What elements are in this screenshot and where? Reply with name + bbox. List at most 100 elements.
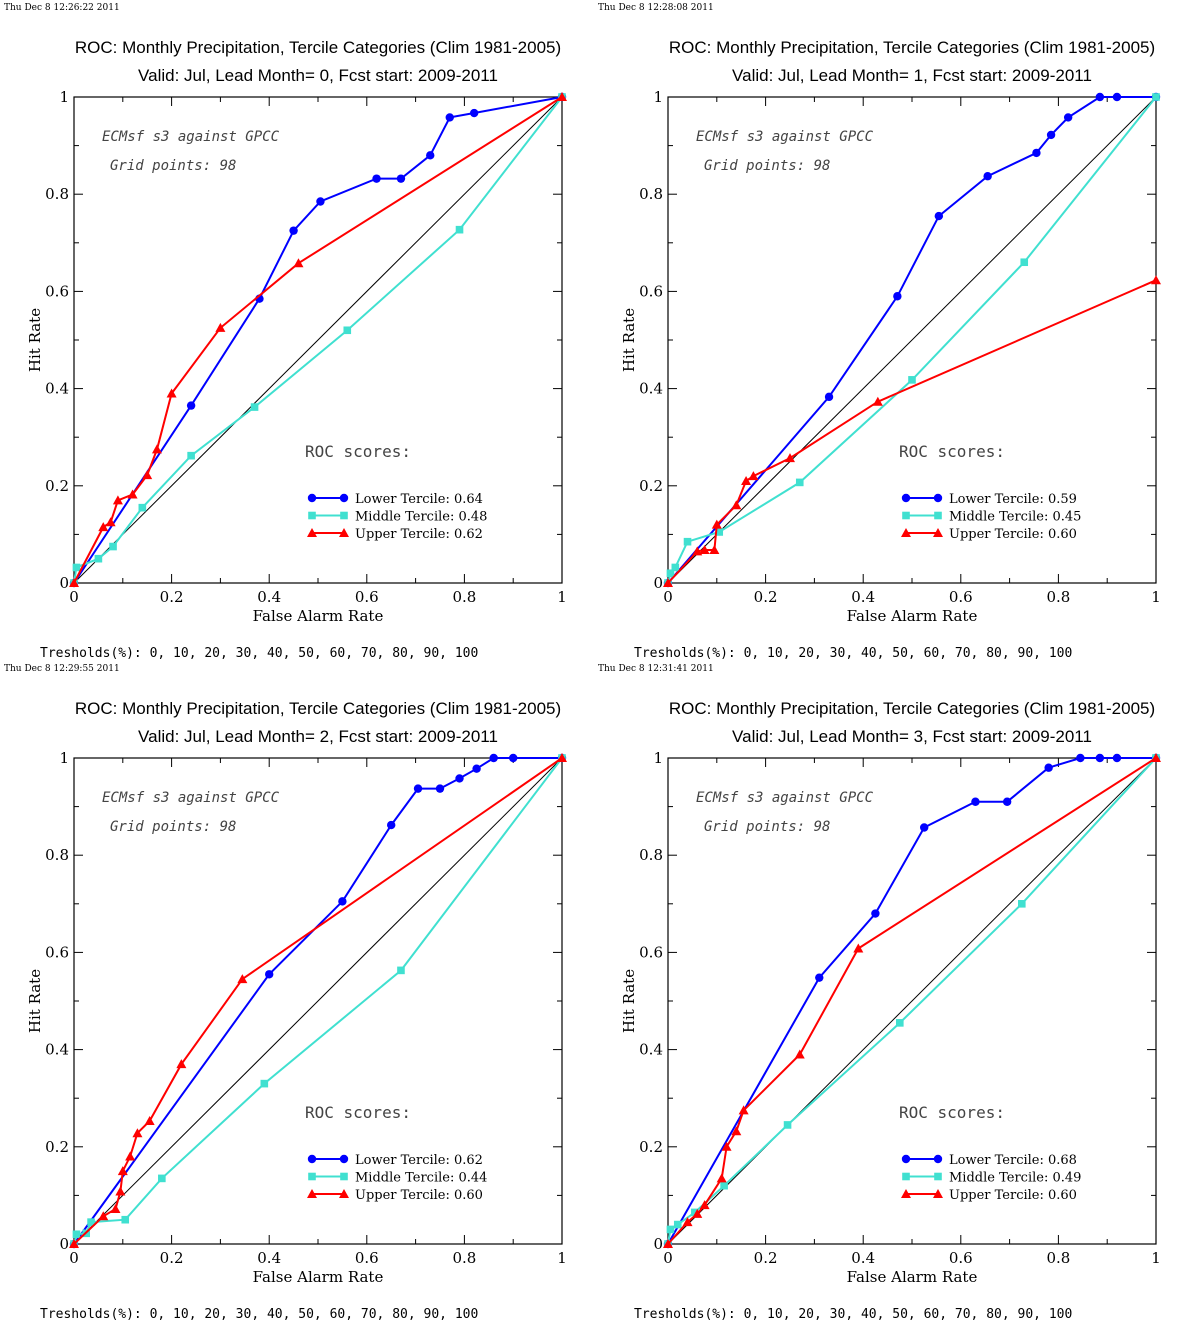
legend-entry: Upper Tercile: 0.60 <box>949 527 1077 542</box>
roc-panel-lead-1: Thu Dec 8 12:28:08 2011 ROC: Monthly Prec… <box>594 0 1187 661</box>
x-tick-label: 0.8 <box>1046 1249 1070 1267</box>
y-tick-label: 0.2 <box>45 477 69 495</box>
data-point <box>692 1208 703 1218</box>
data-point <box>920 823 929 832</box>
y-tick-label: 0 <box>59 1235 69 1253</box>
legend-marker <box>901 528 911 537</box>
y-tick-label: 0 <box>653 1235 663 1253</box>
y-tick-label: 0.4 <box>45 1041 69 1059</box>
data-point <box>671 563 680 572</box>
thresholds-text: Tresholds(%): 0, 10, 20, 30, 40, 50, 60,… <box>40 1307 478 1322</box>
chart-subtitle: Valid: Jul, Lead Month= 0, Fcst start: 2… <box>138 66 498 85</box>
y-tick-label: 0.6 <box>45 943 69 961</box>
annotation-model: ECMsf s3 against GPCC <box>696 790 874 806</box>
data-point <box>1112 92 1122 102</box>
x-tick-label: 0 <box>69 1249 79 1267</box>
y-tick-label: 1 <box>653 749 663 767</box>
data-point <box>682 1217 693 1227</box>
y-tick-label: 0.8 <box>639 185 663 203</box>
data-point <box>132 1128 143 1138</box>
annotation-grid-points: Grid points: 98 <box>704 158 830 174</box>
data-point <box>98 522 109 532</box>
no-skill-diagonal <box>73 757 563 1245</box>
y-tick-label: 1 <box>59 88 69 106</box>
y-tick-label: 0 <box>653 574 663 592</box>
y-tick-label: 0.2 <box>45 1138 69 1156</box>
no-skill-diagonal <box>667 757 1157 1245</box>
data-point <box>1152 93 1160 101</box>
data-point <box>663 1239 673 1248</box>
data-point <box>1095 753 1105 763</box>
y-tick-label: 0.8 <box>45 185 69 203</box>
data-point <box>215 322 226 332</box>
x-tick-label: 0.6 <box>355 1249 379 1267</box>
data-point <box>265 970 274 979</box>
x-tick-label: 0.4 <box>257 588 281 606</box>
legend-marker <box>339 1189 349 1198</box>
thresholds-text: Tresholds(%): 0, 10, 20, 30, 40, 50, 60,… <box>634 646 1072 661</box>
roc-scores-label: ROC scores: <box>899 442 1005 461</box>
data-point <box>338 897 347 906</box>
annotation-grid-points: Grid points: 98 <box>704 819 830 835</box>
data-point <box>293 258 304 268</box>
x-tick-label: 0.4 <box>851 1249 875 1267</box>
data-point <box>435 784 445 793</box>
x-tick-label: 0.6 <box>949 1249 973 1267</box>
data-point <box>731 500 742 510</box>
roc-panel-lead-3: Thu Dec 8 12:31:41 2011 ROC: Monthly Prec… <box>594 661 1187 1322</box>
chart-title: ROC: Monthly Precipitation, Tercile Cate… <box>75 38 561 57</box>
data-point <box>72 563 81 572</box>
x-axis-label: False Alarm Rate <box>847 1268 978 1286</box>
data-point <box>509 753 518 763</box>
roc-chart-svg: Thu Dec 8 12:29:55 2011 ROC: Monthly Prec… <box>4 664 567 1322</box>
data-point <box>472 764 481 773</box>
chart-subtitle: Valid: Jul, Lead Month= 2, Fcst start: 2… <box>138 727 498 746</box>
data-point <box>387 820 396 830</box>
y-tick-label: 0.4 <box>639 380 663 398</box>
data-point <box>144 1116 155 1126</box>
legend-entry: Middle Tercile: 0.49 <box>949 1171 1081 1186</box>
series-2 <box>663 753 1161 1248</box>
legend-entry: Lower Tercile: 0.59 <box>949 492 1077 507</box>
data-point <box>397 966 405 975</box>
data-point <box>445 113 454 122</box>
x-tick-label: 1 <box>557 588 567 606</box>
data-point <box>98 1211 109 1221</box>
timestamp: Thu Dec 8 12:26:22 2011 <box>4 3 120 13</box>
x-tick-label: 0.2 <box>160 588 184 606</box>
legend-marker <box>339 493 349 503</box>
data-point <box>489 753 498 763</box>
series-2 <box>69 92 567 587</box>
data-point <box>1063 113 1073 122</box>
data-point <box>142 470 153 480</box>
data-point <box>121 1215 130 1224</box>
roc-scores-label: ROC scores: <box>305 1103 411 1122</box>
y-tick-label: 0.6 <box>639 943 663 961</box>
data-point <box>166 388 177 398</box>
data-point <box>1095 92 1105 102</box>
legend-marker <box>934 511 942 520</box>
x-axis-label: False Alarm Rate <box>253 1268 384 1286</box>
data-point <box>138 503 147 512</box>
legend: Lower Tercile: 0.62 Middle Tercile: 0.44 U… <box>307 1153 487 1203</box>
data-point <box>105 517 116 527</box>
y-tick-label: 0 <box>59 574 69 592</box>
data-point <box>824 392 834 402</box>
y-tick-label: 0.4 <box>45 380 69 398</box>
data-point <box>110 1204 121 1214</box>
chart-subtitle: Valid: Jul, Lead Month= 1, Fcst start: 2… <box>732 66 1092 85</box>
legend-entry: Upper Tercile: 0.60 <box>949 1188 1077 1203</box>
annotation-model: ECMsf s3 against GPCC <box>696 129 874 145</box>
thresholds-text: Tresholds(%): 0, 10, 20, 30, 40, 50, 60,… <box>634 1307 1072 1322</box>
timestamp: Thu Dec 8 12:29:55 2011 <box>4 664 120 674</box>
data-point <box>731 1126 742 1136</box>
thresholds-text: Tresholds(%): 0, 10, 20, 30, 40, 50, 60,… <box>40 646 478 661</box>
data-point <box>1044 763 1053 772</box>
data-point <box>109 542 117 551</box>
data-point <box>683 537 692 546</box>
roc-chart-svg: Thu Dec 8 12:28:08 2011 ROC: Monthly Prec… <box>598 3 1161 661</box>
legend-marker <box>933 493 943 503</box>
no-skill-diagonal <box>73 96 563 584</box>
chart-title: ROC: Monthly Precipitation, Tercile Cate… <box>669 38 1155 57</box>
y-axis-label: Hit Rate <box>620 308 638 372</box>
